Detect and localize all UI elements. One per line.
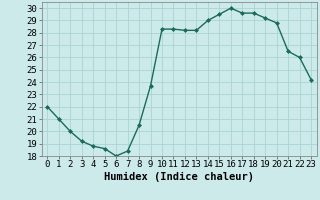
X-axis label: Humidex (Indice chaleur): Humidex (Indice chaleur) <box>104 172 254 182</box>
